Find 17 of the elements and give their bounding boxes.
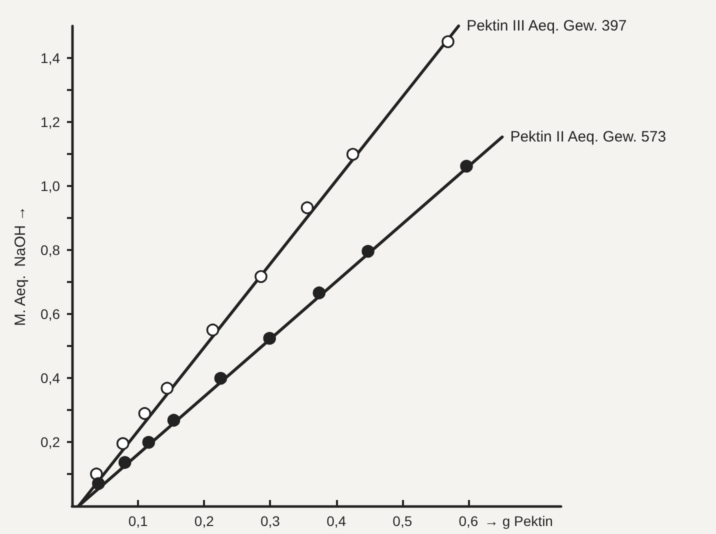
x-tick-label: 0,5: [392, 513, 412, 529]
x-tick-label: 0,6: [458, 513, 478, 529]
y-tick-label: 0,6: [40, 306, 60, 322]
y-tick-label: 1,4: [40, 50, 60, 66]
y-axis-title: M. Aeq. NaOH →: [12, 206, 29, 326]
y-tick-label: 1,2: [40, 114, 60, 130]
x-tick-label: 0,4: [326, 513, 346, 529]
series-label: Pektin III Aeq. Gew. 397: [466, 18, 627, 34]
x-axis-title: → g Pektin: [484, 513, 553, 529]
x-tick-label: 0,2: [194, 513, 214, 529]
y-tick-label: 0,4: [40, 370, 60, 386]
x-tick-label: 0,1: [128, 513, 148, 529]
x-tick-label: 0,3: [260, 513, 280, 529]
y-tick-label: 0,8: [40, 242, 60, 258]
y-tick-label: 0,2: [40, 434, 60, 450]
y-tick-label: 1,0: [40, 178, 60, 194]
series-label: Pektin II Aeq. Gew. 573: [510, 128, 666, 146]
